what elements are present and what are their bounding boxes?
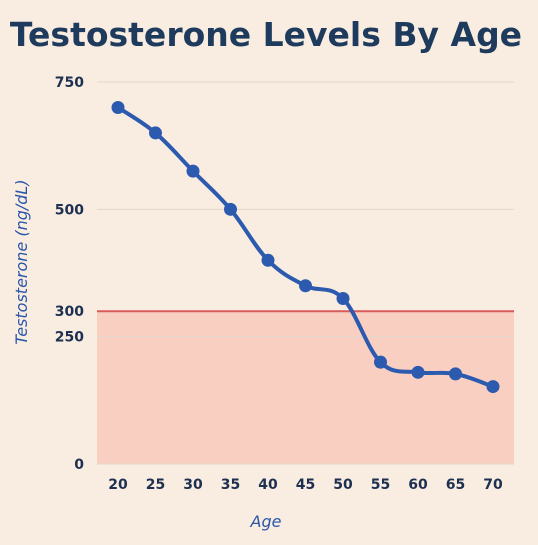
x-tick-label-65: 65 [446, 477, 465, 493]
data-point-40 [261, 253, 275, 267]
data-point-60 [411, 365, 425, 379]
y-tick-label-0: 0 [74, 457, 84, 473]
x-tick-label-60: 60 [408, 477, 428, 493]
y-axis-label: Testosterone (ng/dL) [12, 179, 31, 344]
data-point-65 [449, 367, 462, 381]
x-tick-label-40: 40 [258, 477, 278, 493]
x-tick-label-20: 20 [108, 477, 128, 493]
x-tick-label-70: 70 [483, 477, 503, 493]
x-axis-label: Age [250, 512, 282, 531]
x-tick-label-30: 30 [183, 477, 203, 493]
data-point-45 [299, 279, 312, 293]
y-tick-label-750: 750 [55, 75, 84, 91]
x-tick-label-25: 25 [146, 477, 165, 493]
chart-title: Testosterone Levels By Age [10, 15, 522, 54]
x-tick-label-45: 45 [296, 477, 315, 493]
x-tick-label-50: 50 [333, 477, 353, 493]
data-point-70 [486, 380, 500, 394]
data-point-50 [336, 291, 350, 305]
data-point-55 [374, 355, 387, 369]
x-tick-label-35: 35 [221, 477, 240, 493]
data-point-20 [111, 100, 125, 114]
y-tick-label-500: 500 [55, 202, 84, 218]
data-point-30 [186, 164, 200, 178]
x-tick-label-55: 55 [371, 477, 390, 493]
y-tick-label-300: 300 [55, 304, 84, 320]
y-tick-label-250: 250 [55, 330, 84, 346]
data-point-25 [149, 126, 162, 140]
data-point-35 [224, 202, 237, 216]
threshold-shaded-region [97, 311, 514, 464]
plot-area: 750 500 300 250 0 20 25 30 35 40 45 50 55 60 65 70 [55, 75, 514, 493]
